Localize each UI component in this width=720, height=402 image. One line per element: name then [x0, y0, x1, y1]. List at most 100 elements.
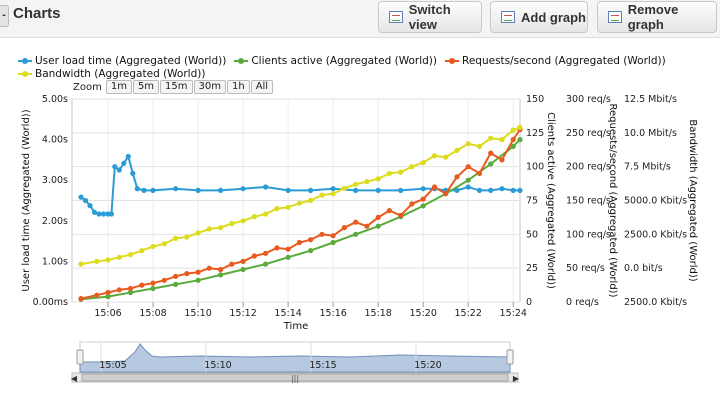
x-tick-label: 15:16 [319, 308, 346, 319]
data-point [263, 250, 269, 256]
chart-legend-row-1: User load time (Aggregated (World)) Clie… [18, 55, 666, 67]
data-point [420, 203, 426, 209]
data-point [78, 261, 84, 267]
y-tick-label: 0.0 bit/s [624, 263, 663, 274]
scroll-right-arrow: ▶ [513, 374, 520, 383]
charts-header: - Charts Switch view Add graph Remove gr… [0, 0, 720, 38]
legend-item-bandwidth[interactable]: Bandwidth (Aggregated (World)) [18, 68, 205, 80]
navigator-left-handle [76, 349, 84, 365]
data-point [218, 272, 224, 278]
data-point [517, 126, 523, 133]
data-point [141, 187, 147, 193]
remove-graph-button[interactable]: Remove graph [597, 1, 717, 33]
data-point [375, 214, 381, 220]
legend-item-clients[interactable]: Clients active (Aggregated (World)) [234, 55, 437, 67]
data-point [398, 214, 404, 220]
y-tick-label: 75 [526, 196, 538, 207]
y-tick-label: 10.0 Mbit/s [624, 128, 677, 139]
data-point [240, 218, 246, 224]
data-point [420, 186, 426, 192]
data-point [116, 254, 122, 260]
zoom-5m-button[interactable]: 5m [132, 80, 160, 94]
legend-label: User load time (Aggregated (World)) [35, 55, 227, 67]
data-point [364, 179, 370, 185]
data-point [510, 127, 516, 133]
data-point [218, 187, 224, 193]
navigator-right-handle [506, 349, 514, 365]
data-point [94, 292, 100, 298]
data-point [420, 160, 426, 166]
x-tick-label: 15:10 [184, 308, 211, 319]
data-point [263, 184, 269, 190]
x-tick-label: 15:24 [500, 308, 527, 319]
data-point [476, 143, 483, 149]
y-tick-label: 50 [526, 229, 538, 240]
data-point [173, 186, 179, 192]
data-point [130, 170, 136, 176]
collapse-button[interactable]: - [0, 5, 9, 27]
y-tick-label: 125 [526, 128, 544, 139]
y-tick-label: 12.5 Mbit/s [624, 94, 677, 105]
legend-marker [445, 58, 460, 64]
data-point [112, 164, 118, 170]
data-point [431, 153, 438, 159]
data-point [173, 281, 179, 287]
data-point [91, 209, 98, 215]
y-tick-label: 250 req/s [566, 128, 611, 139]
y-tick-label: 300 req/s [566, 94, 611, 105]
data-point [431, 184, 438, 190]
zoom-1m-button[interactable]: 1m [105, 80, 132, 94]
zoom-30m-button[interactable]: 30m [193, 80, 226, 94]
navigator[interactable]: 15:05 15:10 15:15 15:20 ||| ◀ ▶ [71, 341, 520, 383]
y-tick-label: 0 req/s [566, 297, 599, 308]
navigator-label: 15:10 [204, 360, 231, 371]
chart-grid [71, 98, 521, 303]
zoom-all-button[interactable]: All [250, 80, 274, 94]
data-point [127, 252, 134, 258]
data-point [96, 211, 102, 217]
data-point [134, 186, 140, 192]
data-point [353, 231, 359, 237]
data-point [116, 287, 122, 293]
x-axis-title: Time [283, 321, 308, 332]
data-point [127, 285, 134, 292]
data-point [454, 147, 460, 153]
data-point [510, 143, 516, 149]
y-tick-label: 100 [526, 162, 544, 173]
y-tick-label: 2.00s [42, 216, 68, 227]
y-axis-title: Clients active (Aggregated (World)) [545, 112, 556, 289]
graph-icon [501, 11, 515, 23]
data-point [517, 187, 523, 193]
legend-label: Bandwidth (Aggregated (World)) [35, 68, 206, 80]
data-point [488, 161, 494, 167]
legend-marker [18, 58, 32, 64]
x-tick-label: 15:12 [229, 308, 256, 319]
data-point [240, 186, 246, 192]
x-tick-label: 15:18 [364, 308, 391, 319]
data-point [78, 296, 84, 302]
data-point [443, 154, 449, 160]
add-graph-button[interactable]: Add graph [490, 1, 588, 33]
data-point [465, 164, 471, 170]
y-tick-label: 1.00s [42, 256, 68, 267]
switch-view-button[interactable]: Switch view [378, 1, 482, 33]
y-tick-label: 5000.0 Kbit/s [624, 196, 687, 207]
data-point [308, 248, 314, 254]
data-point [465, 184, 471, 190]
series-line [80, 154, 520, 215]
data-point [341, 185, 347, 191]
y-tick-label: 150 req/s [566, 196, 611, 207]
zoom-15m-button[interactable]: 15m [160, 80, 193, 94]
legend-item-load[interactable]: User load time (Aggregated (World)) [18, 55, 226, 67]
data-point [409, 201, 415, 207]
data-point [465, 141, 471, 147]
data-point [409, 164, 415, 170]
legend-item-rps[interactable]: Requests/second (Aggregated (World)) [445, 55, 666, 67]
data-point [274, 245, 280, 251]
data-point [100, 211, 107, 217]
data-point [375, 176, 381, 182]
data-point [308, 187, 314, 193]
data-point [251, 253, 257, 259]
zoom-1h-button[interactable]: 1h [226, 80, 250, 94]
y-tick-label: 25 [526, 263, 538, 274]
